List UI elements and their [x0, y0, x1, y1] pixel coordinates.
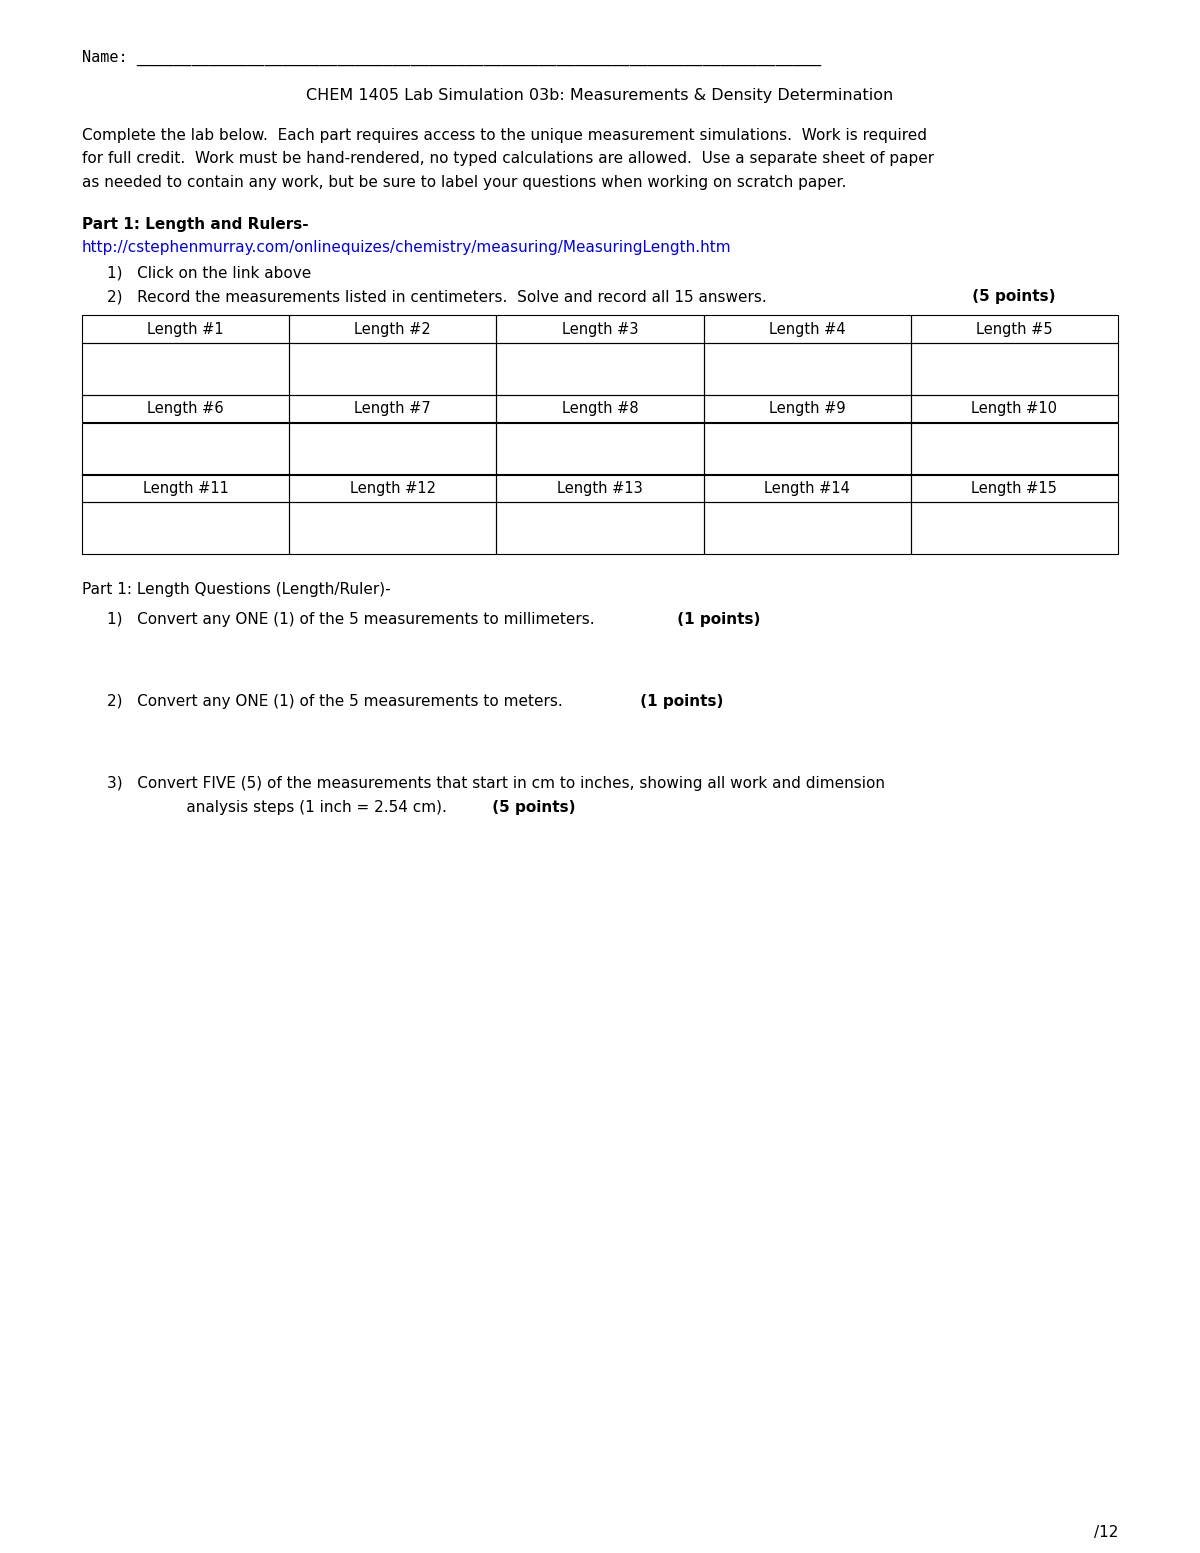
- Bar: [497, 315, 703, 343]
- Bar: [497, 502, 703, 554]
- Text: Length #2: Length #2: [354, 321, 431, 337]
- Text: CHEM 1405 Lab Simulation 03b: Measurements & Density Determination: CHEM 1405 Lab Simulation 03b: Measuremen…: [306, 89, 894, 102]
- Text: Length #8: Length #8: [562, 401, 638, 416]
- Text: Name: __________________________________________________________________________: Name: __________________________________…: [82, 50, 821, 67]
- Bar: [911, 422, 1118, 475]
- Bar: [911, 475, 1118, 502]
- Bar: [911, 502, 1118, 554]
- Bar: [82, 422, 289, 475]
- Text: Length #4: Length #4: [769, 321, 846, 337]
- Text: http://cstephenmurray.com/onlinequizes/chemistry/measuring/MeasuringLength.htm: http://cstephenmurray.com/onlinequizes/c…: [82, 241, 732, 255]
- Text: Length #9: Length #9: [769, 401, 846, 416]
- Text: Length #5: Length #5: [976, 321, 1052, 337]
- Bar: [82, 315, 289, 343]
- Text: Part 1: Length and Rulers-: Part 1: Length and Rulers-: [82, 216, 308, 231]
- Text: Length #14: Length #14: [764, 481, 850, 495]
- Bar: [289, 394, 497, 422]
- Text: Length #7: Length #7: [354, 401, 431, 416]
- Bar: [911, 343, 1118, 394]
- Bar: [82, 475, 289, 502]
- Text: 2)   Record the measurements listed in centimeters.  Solve and record all 15 ans: 2) Record the measurements listed in cen…: [107, 289, 767, 304]
- Text: Complete the lab below.  Each part requires access to the unique measurement sim: Complete the lab below. Each part requir…: [82, 127, 928, 143]
- Bar: [82, 394, 289, 422]
- Text: 3)   Convert FIVE (5) of the measurements that start in cm to inches, showing al: 3) Convert FIVE (5) of the measurements …: [107, 776, 886, 790]
- Bar: [289, 475, 497, 502]
- Text: (5 points): (5 points): [487, 800, 576, 814]
- Bar: [82, 343, 289, 394]
- Bar: [497, 475, 703, 502]
- Bar: [497, 343, 703, 394]
- Bar: [703, 502, 911, 554]
- Text: as needed to contain any work, but be sure to label your questions when working : as needed to contain any work, but be su…: [82, 175, 846, 189]
- Text: Length #15: Length #15: [972, 481, 1057, 495]
- Bar: [703, 475, 911, 502]
- Bar: [289, 343, 497, 394]
- Text: Part 1: Length Questions (Length/Ruler)-: Part 1: Length Questions (Length/Ruler)-: [82, 582, 391, 596]
- Text: /12: /12: [1093, 1525, 1118, 1541]
- Text: Length #11: Length #11: [143, 481, 228, 495]
- Bar: [289, 422, 497, 475]
- Bar: [703, 315, 911, 343]
- Bar: [911, 394, 1118, 422]
- Text: 1)   Convert any ONE (1) of the 5 measurements to millimeters.: 1) Convert any ONE (1) of the 5 measurem…: [107, 612, 595, 627]
- Text: Length #6: Length #6: [148, 401, 224, 416]
- Text: Length #10: Length #10: [972, 401, 1057, 416]
- Bar: [703, 343, 911, 394]
- Text: Length #3: Length #3: [562, 321, 638, 337]
- Bar: [289, 502, 497, 554]
- Text: analysis steps (1 inch = 2.54 cm).: analysis steps (1 inch = 2.54 cm).: [162, 800, 446, 814]
- Text: Length #13: Length #13: [557, 481, 643, 495]
- Text: (1 points): (1 points): [635, 694, 724, 710]
- Text: 1)   Click on the link above: 1) Click on the link above: [107, 266, 311, 281]
- Bar: [289, 315, 497, 343]
- Text: Length #1: Length #1: [148, 321, 224, 337]
- Text: 2)   Convert any ONE (1) of the 5 measurements to meters.: 2) Convert any ONE (1) of the 5 measurem…: [107, 694, 563, 710]
- Text: for full credit.  Work must be hand-rendered, no typed calculations are allowed.: for full credit. Work must be hand-rende…: [82, 152, 934, 166]
- Text: (5 points): (5 points): [967, 289, 1056, 304]
- Bar: [703, 394, 911, 422]
- Bar: [703, 422, 911, 475]
- Text: Length #12: Length #12: [350, 481, 436, 495]
- Bar: [497, 422, 703, 475]
- Bar: [82, 502, 289, 554]
- Bar: [497, 394, 703, 422]
- Text: (1 points): (1 points): [672, 612, 761, 627]
- Bar: [911, 315, 1118, 343]
